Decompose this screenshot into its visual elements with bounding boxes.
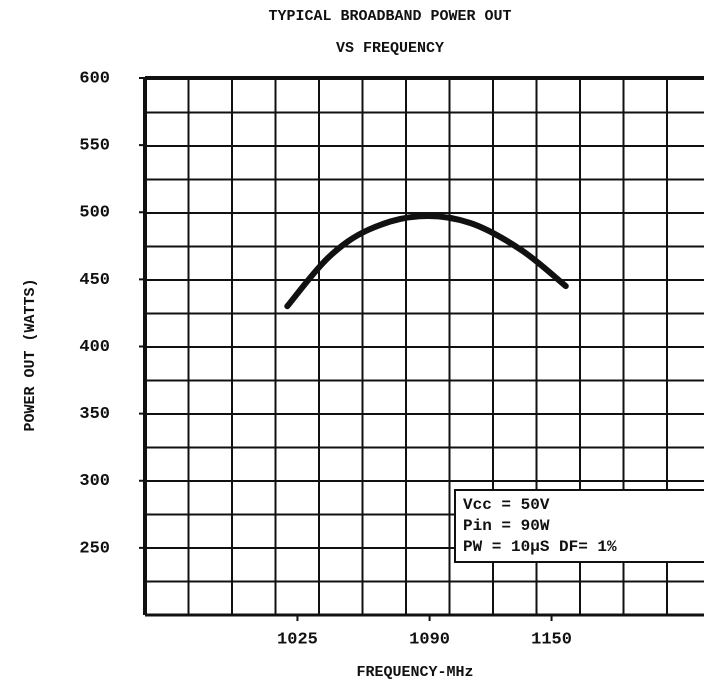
y-tick-label: 450 <box>79 271 110 290</box>
x-tick-label: 1025 <box>277 630 318 649</box>
y-tick-label: 400 <box>79 338 110 357</box>
y-tick-label: 350 <box>79 405 110 424</box>
y-tick-label: 500 <box>79 204 110 223</box>
x-tick-label: 1090 <box>409 630 450 649</box>
annotation-box <box>454 489 704 563</box>
chart-title: TYPICAL BROADBAND POWER OUT <box>268 8 511 25</box>
y-axis-label: POWER OUT (WATTS) <box>22 278 39 431</box>
x-tick-label: 1150 <box>531 630 572 649</box>
y-tick-label: 600 <box>79 69 110 88</box>
power-curve <box>284 213 569 310</box>
y-tick-label: 300 <box>79 472 110 491</box>
x-axis-label: FREQUENCY-MHz <box>356 664 473 681</box>
annotation-text: PW = 10µS DF= 1% <box>463 538 617 556</box>
chart-title: VS FREQUENCY <box>336 40 444 57</box>
y-tick-label: 550 <box>79 137 110 156</box>
annotation-text: Vcc = 50V <box>463 496 550 514</box>
y-tick-label: 250 <box>79 539 110 558</box>
annotation-text: Pin = 90W <box>463 517 550 535</box>
